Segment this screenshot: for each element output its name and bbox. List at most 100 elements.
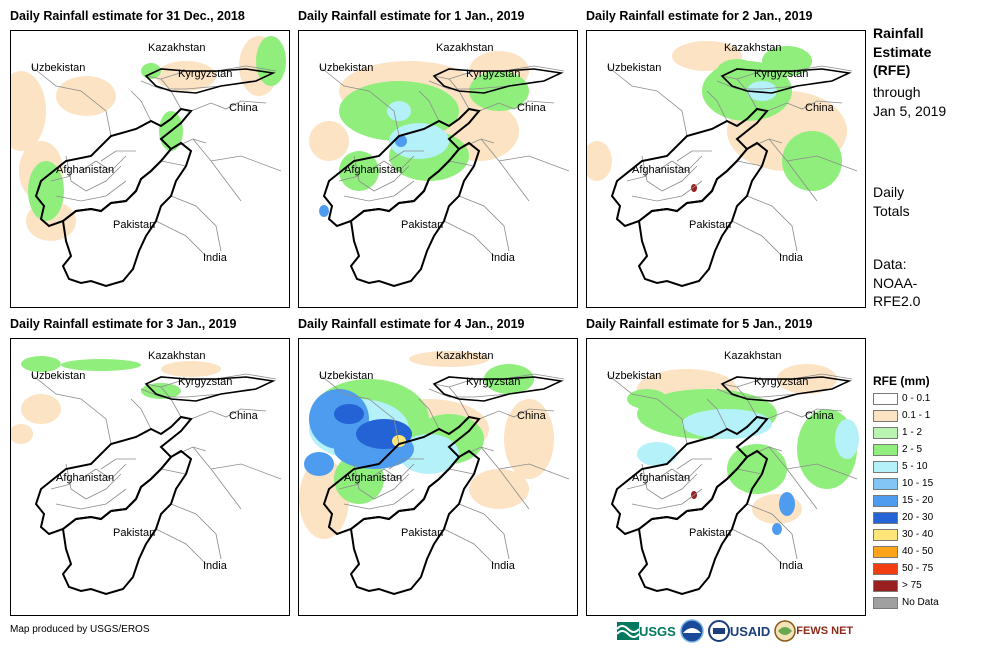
boundary-line (170, 195, 222, 252)
map-credit: Map produced by USGS/EROS (10, 624, 150, 635)
rainfall-patch (682, 409, 772, 439)
country-label-afghanistan: Afghanistan (56, 164, 114, 176)
noaa-logo (680, 619, 704, 643)
country-label-kyrgyzstan: Kyrgyzstan (466, 68, 520, 80)
boundary-line (786, 155, 858, 172)
boundary-line (721, 383, 758, 418)
usaid-seal-icon (707, 620, 730, 642)
map-canvas: Uzbekistan Kazakhstan Kyrgyzstan China Afgha… (309, 42, 570, 288)
usaid-logo-text: USAID (729, 623, 771, 639)
boundary-line (338, 175, 360, 182)
country-label-pakistan: Pakistan (689, 219, 731, 231)
boundary-line (433, 75, 470, 110)
country-label-kazakhstan: Kazakhstan (724, 42, 781, 54)
boundary-line (480, 138, 530, 202)
rainfall-patch (782, 131, 842, 191)
country-label-kyrgyzstan: Kyrgyzstan (754, 68, 808, 80)
pakistan-border (349, 141, 481, 288)
rainfall-patch (339, 151, 379, 191)
side-title: Rainfall Estimate (RFE) (873, 24, 978, 80)
legend-swatch (873, 545, 898, 558)
rainfall-patch (256, 36, 286, 86)
legend-item: 1 - 2 (873, 424, 983, 441)
legend-label: 30 - 40 (902, 529, 934, 540)
boundary-line (641, 155, 698, 192)
pakistan-border (61, 141, 193, 288)
boundary-line (55, 180, 127, 202)
map-canvas: Uzbekistan Kazakhstan Kyrgyzstan China Afgha… (606, 350, 859, 596)
boundary-line (210, 155, 282, 172)
rainfall-patch (56, 76, 116, 116)
boundary-line (30, 65, 112, 137)
boundary-line (433, 383, 470, 418)
panel-title: Daily Rainfall estimate for 5 Jan., 2019 (586, 317, 813, 331)
rainfall-overlay (11, 356, 221, 444)
legend-swatch (873, 392, 898, 405)
boundary-line (746, 195, 798, 252)
rainfall-patch (772, 523, 782, 535)
boundary-line (626, 483, 648, 490)
boundary-line (736, 160, 763, 167)
rainfall-patch (21, 394, 61, 424)
daily-line: Daily (873, 184, 905, 200)
kyrgyzstan-border (144, 68, 276, 94)
legend-label: 10 - 15 (902, 478, 934, 489)
rainfall-patch (627, 389, 667, 409)
legend-title: RFE (mm) (873, 374, 930, 388)
boundary-line (170, 503, 222, 560)
side-title-line: Estimate (873, 43, 932, 60)
rainfall-patch (21, 356, 61, 372)
boundary-line (626, 175, 648, 182)
through-line: Jan 5, 2019 (873, 102, 947, 119)
rainfall-patch (156, 61, 216, 91)
boundary-line (368, 463, 415, 480)
boundary-line (731, 528, 783, 565)
rainfall-patch (835, 419, 859, 459)
rainfall-patch (777, 364, 837, 394)
country-label-china: China (229, 410, 259, 422)
legend-label: 1 - 2 (902, 427, 923, 438)
legend-item: 30 - 40 (873, 526, 983, 543)
pakistan-border (61, 449, 193, 596)
legend-label: 15 - 20 (902, 495, 934, 506)
boundary-line (746, 503, 798, 560)
rainfall-patch (409, 351, 489, 367)
usgs-logo: USGS (617, 622, 676, 640)
data-line: Data: (873, 256, 907, 272)
boundary-line (100, 150, 136, 162)
legend-label: 2 - 5 (902, 444, 923, 455)
country-label-india: India (779, 252, 804, 264)
data-line: RFE2.0 (873, 293, 921, 309)
country-label-uzbekistan: Uzbekistan (607, 370, 661, 382)
rainfall-patch (161, 361, 221, 377)
panel-title: Daily Rainfall estimate for 4 Jan., 2019 (298, 317, 525, 331)
boundary-line (318, 373, 400, 445)
daily-totals: Daily Totals (873, 183, 978, 220)
boundary-line (766, 100, 843, 112)
rainfall-patch (319, 205, 329, 217)
kyrgyzstan-border (432, 68, 564, 94)
boundary-line (343, 488, 415, 510)
pakistan-border (349, 449, 481, 596)
country-label-uzbekistan: Uzbekistan (319, 370, 373, 382)
legend-label: 5 - 10 (902, 461, 928, 472)
boundary-line (768, 446, 818, 510)
country-label-kyrgyzstan: Kyrgyzstan (178, 68, 232, 80)
boundary-line (418, 398, 440, 430)
boundary-line (606, 65, 688, 137)
rainfall-patch (11, 71, 46, 151)
boundary-line (160, 160, 187, 167)
country-label-kyrgyzstan: Kyrgyzstan (178, 376, 232, 388)
boundary-line (170, 446, 207, 458)
province-boundaries (606, 373, 858, 565)
legend-item: 5 - 10 (873, 458, 983, 475)
rainfall-overlay (587, 41, 847, 192)
fewsnet-logo-text: FEWS NET (796, 625, 854, 637)
kyrgyzstan-border (720, 376, 852, 402)
rainfall-map: Uzbekistan Kazakhstan Kyrgyzstan China Afgha… (586, 30, 866, 308)
boundary-line (130, 398, 152, 430)
boundary-line (318, 65, 400, 137)
rainfall-patch (762, 46, 812, 76)
boundary-line (65, 463, 122, 500)
country-label-india: India (203, 560, 228, 572)
